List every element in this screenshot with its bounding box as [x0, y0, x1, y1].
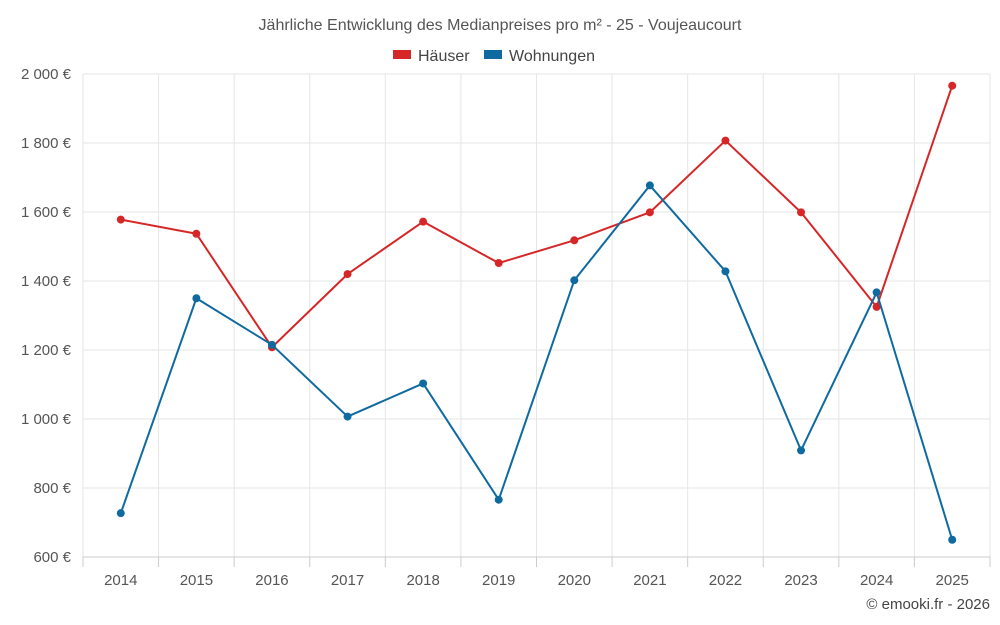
legend-swatch-wohnungen	[484, 50, 502, 59]
data-point-haeuser[interactable]	[192, 229, 201, 238]
y-tick-label: 2 000 €	[21, 66, 72, 83]
y-tick-label: 1 600 €	[21, 204, 72, 221]
data-point-wohnungen[interactable]	[116, 509, 125, 518]
x-tick-label: 2019	[482, 572, 515, 589]
legend: Häuser Wohnungen	[393, 48, 595, 65]
data-point-haeuser[interactable]	[343, 270, 352, 279]
x-tick-label: 2020	[558, 572, 591, 589]
legend-swatch-haeuser	[393, 50, 411, 59]
legend-label-wohnungen: Wohnungen	[509, 48, 595, 65]
data-point-haeuser[interactable]	[419, 217, 428, 226]
data-point-wohnungen[interactable]	[494, 495, 503, 504]
grid	[82, 73, 991, 557]
data-point-haeuser[interactable]	[872, 302, 881, 311]
axes: 600 € 800 € 1 000 € 1 200 € 1 400 € 1 600 € 1 …	[21, 66, 991, 589]
x-tick-label: 2017	[331, 572, 364, 589]
series-wohnungen	[116, 181, 957, 544]
data-point-wohnungen[interactable]	[570, 276, 579, 285]
data-point-haeuser[interactable]	[494, 259, 503, 268]
legend-item-wohnungen[interactable]: Wohnungen	[484, 48, 595, 65]
y-tick-label: 1 400 €	[21, 273, 72, 290]
data-point-haeuser[interactable]	[721, 136, 730, 145]
data-point-haeuser[interactable]	[948, 81, 957, 90]
x-tick-label: 2022	[709, 572, 742, 589]
x-tick-label: 2025	[936, 572, 969, 589]
chart-title: Jährliche Entwicklung des Medianpreises …	[259, 17, 742, 34]
data-point-haeuser[interactable]	[645, 208, 654, 217]
legend-label-haeuser: Häuser	[418, 48, 470, 65]
data-point-wohnungen[interactable]	[872, 288, 881, 297]
y-tick-label: 600 €	[33, 549, 71, 566]
legend-item-haeuser[interactable]: Häuser	[393, 48, 470, 65]
data-point-haeuser[interactable]	[797, 208, 806, 217]
data-point-haeuser[interactable]	[116, 215, 125, 224]
series-line-wohnungen	[119, 184, 954, 541]
x-tick-label: 2021	[633, 572, 666, 589]
data-point-wohnungen[interactable]	[343, 412, 352, 421]
y-tick-label: 1 200 €	[21, 342, 72, 359]
data-point-wohnungen[interactable]	[419, 379, 428, 388]
credit-text: © emooki.fr - 2026	[866, 596, 990, 613]
x-tick-label: 2016	[255, 572, 288, 589]
data-point-wohnungen[interactable]	[267, 340, 276, 349]
x-tick-label: 2015	[180, 572, 213, 589]
y-tick-label: 800 €	[33, 480, 71, 497]
y-tick-label: 1 800 €	[21, 135, 72, 152]
y-tick-label: 1 000 €	[21, 411, 72, 428]
x-tick-label: 2024	[860, 572, 893, 589]
data-point-wohnungen[interactable]	[721, 267, 730, 276]
data-point-wohnungen[interactable]	[192, 294, 201, 303]
series	[116, 81, 957, 544]
series-line-haeuser	[120, 85, 954, 349]
data-point-wohnungen[interactable]	[645, 181, 654, 190]
data-point-haeuser[interactable]	[570, 236, 579, 245]
x-tick-label: 2014	[104, 572, 137, 589]
data-point-wohnungen[interactable]	[948, 535, 957, 544]
data-point-wohnungen[interactable]	[797, 446, 806, 455]
x-tick-label: 2023	[784, 572, 817, 589]
x-tick-label: 2018	[406, 572, 439, 589]
